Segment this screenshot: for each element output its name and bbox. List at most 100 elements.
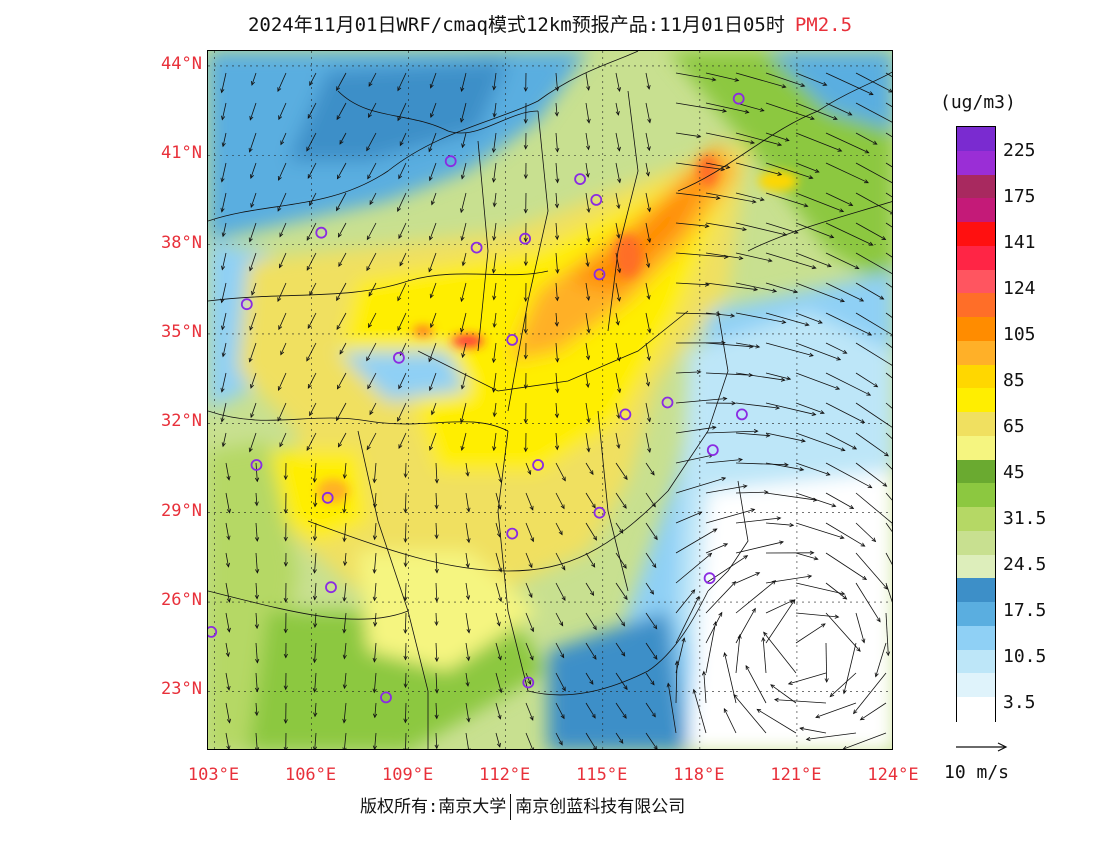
wind-arrow-icon xyxy=(525,492,534,511)
wind-arrow-icon xyxy=(674,660,680,704)
wind-arrow-icon xyxy=(645,522,658,541)
wind-arrow-icon xyxy=(255,552,260,574)
wind-arrow-icon xyxy=(645,612,658,630)
wind-arrow-icon xyxy=(249,252,257,272)
color-bar-swatch xyxy=(957,578,995,603)
wind-arrow-icon xyxy=(675,162,726,172)
wind-arrow-icon xyxy=(745,664,767,704)
city-marker-icon xyxy=(208,626,218,638)
wind-arrow-icon xyxy=(765,599,796,644)
wind-arrow-icon xyxy=(434,552,439,574)
wind-arrow-icon xyxy=(675,477,727,494)
wind-arrow-icon xyxy=(525,612,535,633)
wind-arrow-icon xyxy=(615,492,627,509)
wind-arrow-icon xyxy=(307,102,317,119)
wind-arrow-icon xyxy=(342,462,347,480)
wind-arrow-icon xyxy=(277,282,287,303)
latitude-label: 41°N xyxy=(161,143,202,164)
wind-arrow-icon xyxy=(523,132,528,150)
wind-arrow-icon xyxy=(225,672,231,691)
wind-arrow-icon xyxy=(434,462,439,484)
wind-arrow-icon xyxy=(585,552,596,568)
wind-arrow-icon xyxy=(885,162,892,168)
wind-arrow-icon xyxy=(431,402,437,416)
wind-arrow-icon xyxy=(397,102,407,122)
wind-arrow-icon xyxy=(675,192,721,200)
wind-arrow-icon xyxy=(523,372,528,390)
wind-arrow-icon xyxy=(825,312,873,336)
wind-arrow-icon xyxy=(225,552,230,568)
wind-arrow-icon xyxy=(885,582,892,603)
wind-arrow-icon xyxy=(855,132,878,145)
wind-arrow-icon xyxy=(885,612,891,657)
wind-arrow-icon xyxy=(434,612,439,627)
wind-arrow-icon xyxy=(248,132,257,153)
wind-arrow-icon xyxy=(645,702,656,718)
wind-arrow-icon xyxy=(675,72,717,82)
wind-arrow-icon xyxy=(615,342,621,362)
wind-arrow-icon xyxy=(765,252,817,270)
wind-arrow-icon xyxy=(795,372,841,390)
wind-arrow-icon xyxy=(373,612,378,627)
wind-arrow-icon xyxy=(336,192,347,212)
wind-arrow-icon xyxy=(342,612,347,634)
wind-arrow-icon xyxy=(615,702,627,719)
wind-arrow-icon xyxy=(735,282,778,293)
wind-arrow-icon xyxy=(735,516,782,524)
wind-arrow-icon xyxy=(342,672,347,690)
wind-arrow-icon xyxy=(460,72,467,92)
wind-arrow-icon xyxy=(555,342,560,363)
wind-arrow-icon xyxy=(277,192,287,212)
wind-arrow-icon xyxy=(855,492,892,526)
wind-arrow-icon xyxy=(855,612,866,644)
color-bar-label: 124 xyxy=(1003,278,1036,299)
wind-arrow-icon xyxy=(765,102,815,120)
wind-arrow-icon xyxy=(465,522,471,544)
city-marker-icon xyxy=(661,396,674,409)
wind-arrow-icon xyxy=(460,312,467,333)
wind-arrow-icon xyxy=(431,192,437,206)
wind-arrow-icon xyxy=(825,492,855,509)
wind-arrow-icon xyxy=(279,222,287,238)
wind-arrow-icon xyxy=(525,582,533,599)
wind-arrow-icon xyxy=(824,642,829,683)
wind-arrow-icon xyxy=(492,192,497,208)
wind-arrow-icon xyxy=(825,522,866,547)
wind-arrow-icon xyxy=(825,372,872,396)
wind-arrow-icon xyxy=(372,552,377,574)
wind-arrow-icon xyxy=(460,432,467,451)
wind-arrow-icon xyxy=(585,282,591,302)
wind-arrow-icon xyxy=(795,162,820,173)
wind-arrow-icon xyxy=(283,732,288,749)
wind-arrow-icon xyxy=(495,582,503,603)
wind-arrow-icon xyxy=(705,132,756,145)
wind-arrow-icon xyxy=(555,732,563,746)
wind-arrow-icon xyxy=(312,522,318,542)
wind-arrow-icon xyxy=(705,252,744,261)
wind-arrow-icon xyxy=(250,192,257,208)
copyright-divider xyxy=(510,794,512,820)
wind-arrow-icon xyxy=(336,402,347,422)
wind-arrow-icon xyxy=(312,732,318,749)
wind-arrow-icon xyxy=(692,688,707,734)
wind-arrow-icon xyxy=(283,642,288,659)
wind-arrow-icon xyxy=(585,72,591,91)
wind-arrow-icon xyxy=(397,402,407,422)
wind-arrow-icon xyxy=(585,192,591,213)
wind-arrow-icon xyxy=(492,312,497,328)
wind-arrow-icon xyxy=(615,582,628,601)
wind-arrow-icon xyxy=(675,425,717,434)
wind-arrow-icon xyxy=(645,552,657,569)
wind-arrow-icon xyxy=(795,612,840,619)
wind-arrow-icon xyxy=(430,102,437,119)
wind-arrow-icon xyxy=(735,192,765,202)
wind-arrow-icon xyxy=(403,672,408,689)
wind-arrow-icon xyxy=(645,672,655,686)
color-bar-label: 85 xyxy=(1003,370,1025,391)
color-bar-swatch xyxy=(957,222,995,247)
wind-arrow-icon xyxy=(615,462,628,481)
color-bar-swatch xyxy=(957,269,995,294)
wind-arrow-icon xyxy=(283,492,288,514)
wind-arrow-icon xyxy=(585,612,597,631)
wind-arrow-icon xyxy=(885,222,892,228)
